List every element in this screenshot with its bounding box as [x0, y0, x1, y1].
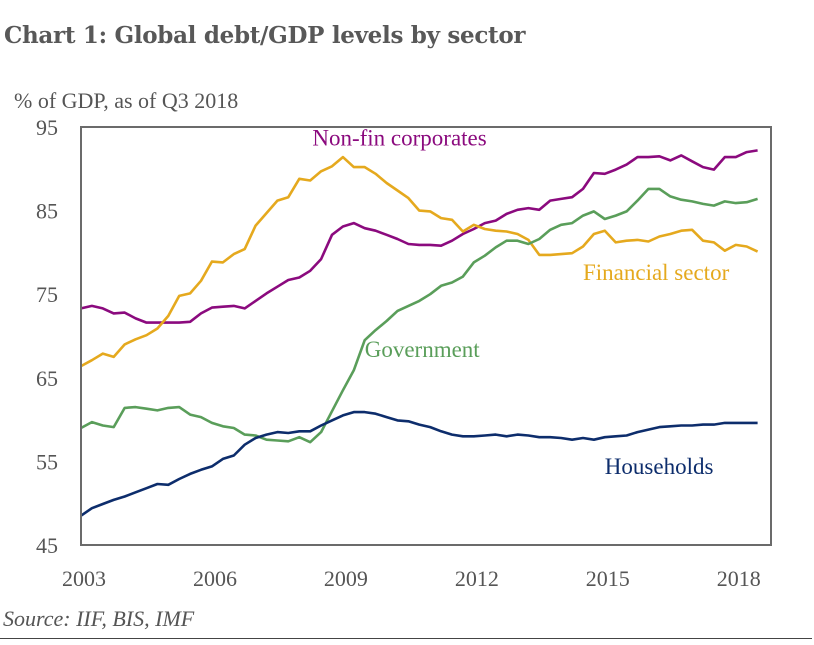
chart-title: Chart 1: Global debt/GDP levels by secto… [4, 22, 526, 49]
x-tick-label: 2006 [193, 566, 237, 591]
x-ticks: 2003 2006 2009 2012 2015 2018 [62, 566, 761, 591]
y-tick-label: 75 [36, 282, 58, 307]
series-labels: Non-fin corporates Financial sector Govern… [312, 125, 729, 479]
y-tick-label: 55 [36, 449, 58, 474]
x-tick-label: 2009 [324, 566, 368, 591]
series-layer [80, 149, 759, 517]
y-ticks: 95 85 75 65 55 45 [36, 115, 58, 558]
source-note: Source: IIF, BIS, IMF [3, 606, 195, 631]
bottom-rule [0, 638, 812, 639]
y-tick-label: 65 [36, 366, 58, 391]
y-tick-label: 45 [36, 533, 58, 558]
y-tick-label: 95 [36, 115, 58, 140]
x-tick-label: 2018 [717, 566, 761, 591]
series-label-households: Households [605, 454, 714, 479]
series-line-households [80, 410, 758, 517]
x-tick-label: 2003 [62, 566, 106, 591]
series-line-government [80, 187, 758, 444]
series-label-non-fin-corporates: Non-fin corporates [312, 125, 486, 150]
series-line-financial-sector [80, 155, 759, 368]
series-label-government: Government [365, 337, 481, 362]
series-label-financial-sector: Financial sector [583, 260, 730, 285]
x-tick-label: 2015 [586, 566, 630, 591]
series-line-non-fin-corporates [80, 149, 758, 324]
x-tick-label: 2012 [455, 566, 499, 591]
y-tick-label: 85 [36, 199, 58, 224]
plot-frame [80, 126, 772, 546]
y-axis-label: % of GDP, as of Q3 2018 [14, 88, 239, 113]
